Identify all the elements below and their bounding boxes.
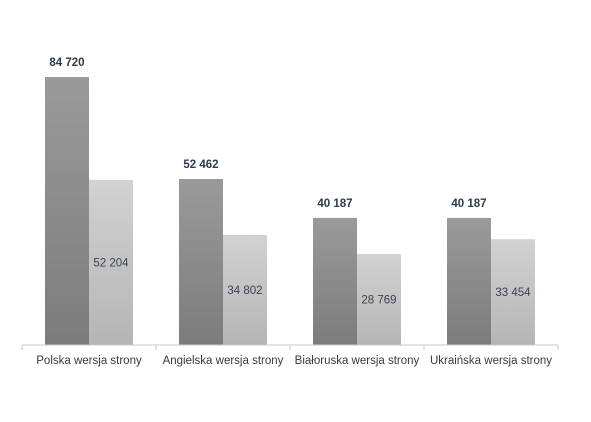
bar-series1-3 bbox=[313, 217, 357, 345]
data-label-series1-4: 40 187 bbox=[451, 198, 486, 210]
bar-series2-4 bbox=[491, 239, 535, 345]
bar-series1-1 bbox=[45, 77, 89, 345]
data-label-series1-2: 52 462 bbox=[183, 159, 218, 171]
bar-series2-1 bbox=[89, 179, 133, 345]
category-label-3: Białoruska wersja strony bbox=[295, 355, 420, 367]
data-label-series1-1: 84 720 bbox=[49, 57, 84, 69]
bar-series2-3 bbox=[357, 254, 401, 345]
data-label-series2-2: 34 802 bbox=[227, 285, 262, 297]
bar-series2-2 bbox=[223, 234, 267, 345]
data-label-series2-1: 52 204 bbox=[93, 257, 129, 269]
bars-layer bbox=[45, 77, 535, 345]
data-label-series2-4: 33 454 bbox=[495, 287, 531, 299]
category-label-4: Ukraińska wersja strony bbox=[430, 355, 552, 367]
x-axis: Polska wersja strony Angielska wersja str… bbox=[21, 344, 559, 367]
category-label-2: Angielska wersja strony bbox=[163, 355, 284, 367]
bar-series1-4 bbox=[447, 217, 491, 345]
data-label-series1-3: 40 187 bbox=[317, 198, 352, 210]
data-labels-layer: 84 720 52 204 52 462 34 802 40 187 28 769 40 1… bbox=[49, 57, 531, 307]
category-label-1: Polska wersja strony bbox=[36, 355, 142, 367]
data-label-series2-3: 28 769 bbox=[361, 295, 396, 307]
bar-series1-2 bbox=[179, 179, 223, 345]
